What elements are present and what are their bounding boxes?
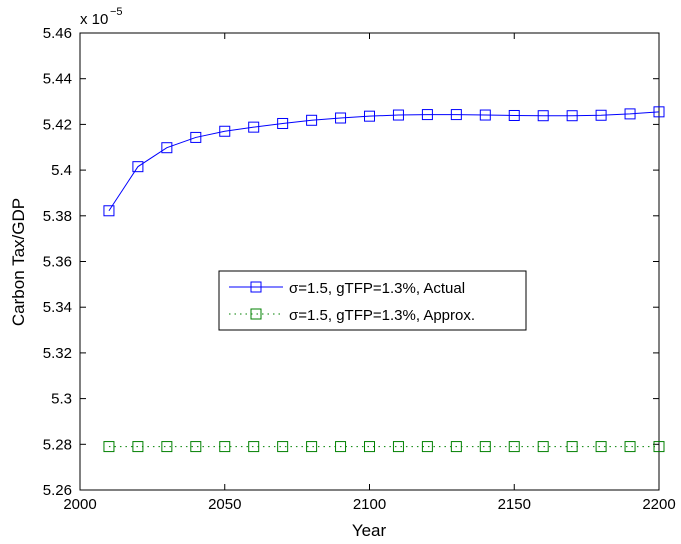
data-point bbox=[364, 441, 375, 453]
data-point bbox=[479, 109, 491, 121]
data-point bbox=[421, 109, 433, 121]
axis-ticks bbox=[79, 32, 660, 491]
x-axis-label: Year bbox=[352, 521, 387, 540]
y-tick-label: 5.4 bbox=[51, 162, 72, 179]
data-point bbox=[392, 109, 404, 121]
data-point bbox=[306, 441, 318, 453]
data-point bbox=[219, 125, 231, 137]
data-point bbox=[190, 441, 202, 453]
y-tick-label: 5.32 bbox=[43, 345, 72, 362]
data-point bbox=[248, 121, 260, 133]
data-point bbox=[653, 441, 665, 453]
data-point bbox=[161, 441, 173, 453]
legend-marker-actual bbox=[250, 281, 262, 293]
data-point bbox=[508, 441, 520, 453]
legend-entry-approx: σ=1.5, gTFP=1.3%, Approx. bbox=[229, 307, 475, 324]
y-tick-label: 5.44 bbox=[43, 71, 72, 88]
legend-box bbox=[218, 270, 527, 331]
data-point bbox=[595, 441, 607, 453]
legend-entry-actual: σ=1.5, gTFP=1.3%, Actual bbox=[229, 280, 465, 297]
x-tick-label: 2000 bbox=[63, 496, 96, 513]
data-point bbox=[479, 441, 491, 453]
legend-label-approx: σ=1.5, gTFP=1.3%, Approx. bbox=[289, 307, 475, 324]
data-point bbox=[277, 441, 289, 453]
data-point bbox=[566, 441, 578, 453]
y-exponent-base: x 10 bbox=[80, 11, 108, 28]
y-tick-label: 5.46 bbox=[43, 25, 72, 42]
data-point bbox=[537, 110, 549, 122]
data-point bbox=[624, 108, 636, 120]
legend-marker-approx bbox=[250, 308, 262, 320]
x-tick-label: 2150 bbox=[498, 496, 531, 513]
data-point bbox=[450, 109, 462, 121]
data-point bbox=[537, 441, 549, 453]
data-point bbox=[450, 441, 462, 453]
x-tick-label: 2100 bbox=[353, 496, 386, 513]
y-tick-label: 5.3 bbox=[51, 391, 72, 408]
legend: σ=1.5, gTFP=1.3%, Actual σ=1.5, gTFP=1.3… bbox=[218, 270, 527, 331]
data-point bbox=[421, 441, 433, 453]
x-tick-label: 2050 bbox=[208, 496, 241, 513]
data-point bbox=[392, 441, 404, 453]
data-point bbox=[306, 114, 318, 126]
y-tick-label: 5.34 bbox=[43, 299, 72, 316]
data-point bbox=[595, 109, 607, 121]
y-exponent-power: −5 bbox=[110, 6, 123, 18]
y-tick-label: 5.42 bbox=[43, 116, 72, 133]
data-point bbox=[190, 131, 202, 143]
legend-label-actual: σ=1.5, gTFP=1.3%, Actual bbox=[289, 280, 465, 297]
data-point bbox=[161, 142, 173, 154]
data-point bbox=[132, 441, 144, 453]
data-point bbox=[566, 110, 578, 122]
y-tick-label: 5.26 bbox=[43, 482, 72, 499]
data-point bbox=[219, 441, 231, 453]
x-tick-label: 2200 bbox=[642, 496, 675, 513]
plot-area bbox=[79, 32, 660, 491]
data-point bbox=[508, 109, 520, 121]
series-0 bbox=[103, 106, 665, 217]
data-point bbox=[624, 441, 636, 453]
x-tick-labels: 2000 2050 2100 2150 2200 bbox=[63, 496, 675, 513]
data-point bbox=[248, 441, 260, 453]
y-tick-label: 5.28 bbox=[43, 436, 72, 453]
series-layer bbox=[103, 106, 665, 453]
data-point bbox=[132, 161, 144, 173]
data-point bbox=[277, 117, 289, 129]
data-point bbox=[364, 110, 375, 122]
y-tick-labels: 5.26 5.28 5.3 5.32 5.34 5.36 5.38 5.4 5.42 5.44 5.… bbox=[43, 25, 72, 499]
y-tick-label: 5.36 bbox=[43, 254, 72, 271]
series-1 bbox=[103, 441, 665, 453]
data-point bbox=[335, 112, 347, 124]
data-point bbox=[103, 205, 115, 217]
data-point bbox=[103, 441, 115, 453]
y-axis-label: Carbon Tax/GDP bbox=[9, 198, 28, 326]
data-point bbox=[653, 106, 665, 118]
y-tick-label: 5.38 bbox=[43, 208, 72, 225]
data-point bbox=[335, 441, 347, 453]
